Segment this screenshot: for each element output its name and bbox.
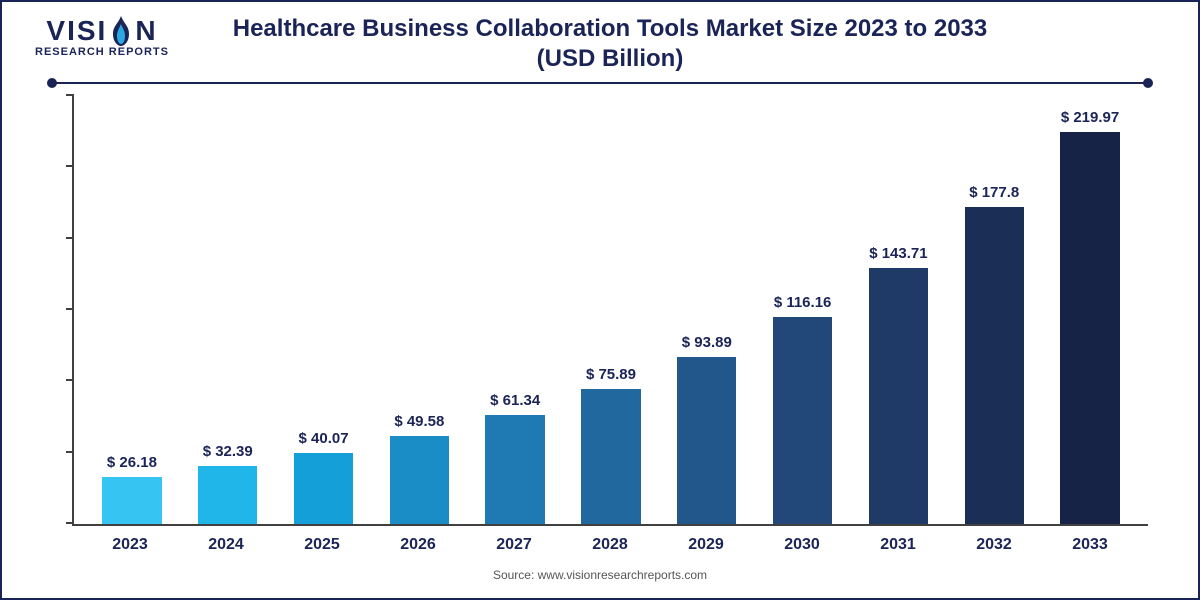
bar-group: $ 93.89 bbox=[659, 96, 755, 524]
bar bbox=[869, 268, 928, 524]
logo-wordmark: VISI N bbox=[46, 14, 157, 48]
x-axis-label: 2031 bbox=[850, 536, 946, 554]
decorative-divider bbox=[52, 82, 1148, 84]
x-axis-label: 2033 bbox=[1042, 536, 1138, 554]
bar bbox=[294, 453, 353, 524]
x-axis-label: 2027 bbox=[466, 536, 562, 554]
bar-group: $ 177.8 bbox=[946, 96, 1042, 524]
bar-group: $ 26.18 bbox=[84, 96, 180, 524]
bar-value-label: $ 40.07 bbox=[299, 430, 349, 447]
bar-value-label: $ 116.16 bbox=[774, 294, 832, 311]
bar-group: $ 61.34 bbox=[467, 96, 563, 524]
bar-value-label: $ 143.71 bbox=[869, 245, 927, 262]
x-axis-labels: 2023202420252026202720282029203020312032… bbox=[72, 536, 1148, 554]
title-container: Healthcare Business Collaboration Tools … bbox=[202, 14, 1178, 74]
y-tick bbox=[66, 94, 74, 96]
y-tick bbox=[66, 451, 74, 453]
bar-value-label: $ 32.39 bbox=[203, 443, 253, 460]
flame-icon bbox=[109, 14, 133, 48]
x-axis-label: 2030 bbox=[754, 536, 850, 554]
bars-container: $ 26.18 $ 32.39 $ 40.07 $ 49.58 $ 61.34 $ 75.… bbox=[74, 96, 1148, 524]
bar-group: $ 143.71 bbox=[851, 96, 947, 524]
bar-group: $ 116.16 bbox=[755, 96, 851, 524]
bar bbox=[1060, 132, 1119, 524]
bar-group: $ 219.97 bbox=[1042, 96, 1138, 524]
chart-plot-area: $ 26.18 $ 32.39 $ 40.07 $ 49.58 $ 61.34 $ 75.… bbox=[72, 96, 1148, 526]
bar bbox=[102, 477, 161, 524]
bar-group: $ 75.89 bbox=[563, 96, 659, 524]
bar bbox=[773, 317, 832, 524]
bar-group: $ 40.07 bbox=[276, 96, 372, 524]
x-axis-label: 2029 bbox=[658, 536, 754, 554]
title-line-2: (USD Billion) bbox=[537, 45, 684, 72]
bar-value-label: $ 26.18 bbox=[107, 454, 157, 471]
logo-subtitle: RESEARCH REPORTS bbox=[35, 46, 169, 58]
bar bbox=[485, 415, 544, 524]
y-tick bbox=[66, 237, 74, 239]
bar-group: $ 32.39 bbox=[180, 96, 276, 524]
bar bbox=[581, 389, 640, 524]
bar bbox=[198, 466, 257, 524]
y-axis-ticks bbox=[66, 96, 72, 524]
bar-value-label: $ 75.89 bbox=[586, 366, 636, 383]
y-tick bbox=[66, 308, 74, 310]
bar-value-label: $ 93.89 bbox=[682, 334, 732, 351]
bar bbox=[390, 436, 449, 524]
logo-text-right: N bbox=[135, 15, 157, 47]
title-line-1: Healthcare Business Collaboration Tools … bbox=[233, 15, 988, 42]
logo-text-left: VISI bbox=[46, 15, 107, 47]
bar-value-label: $ 61.34 bbox=[490, 392, 540, 409]
bar-value-label: $ 49.58 bbox=[394, 413, 444, 430]
x-axis-label: 2032 bbox=[946, 536, 1042, 554]
x-axis-label: 2024 bbox=[178, 536, 274, 554]
source-attribution: Source: www.visionresearchreports.com bbox=[22, 568, 1178, 582]
y-tick bbox=[66, 165, 74, 167]
x-axis-label: 2023 bbox=[82, 536, 178, 554]
header: VISI N RESEARCH REPORTS Healthcare Busin… bbox=[22, 14, 1178, 74]
y-tick bbox=[66, 522, 74, 524]
bar-value-label: $ 177.8 bbox=[969, 184, 1019, 201]
brand-logo: VISI N RESEARCH REPORTS bbox=[22, 14, 182, 58]
chart-title: Healthcare Business Collaboration Tools … bbox=[202, 14, 1018, 74]
x-axis-label: 2026 bbox=[370, 536, 466, 554]
x-axis-label: 2025 bbox=[274, 536, 370, 554]
bar-value-label: $ 219.97 bbox=[1061, 109, 1119, 126]
bar bbox=[965, 207, 1024, 524]
y-tick bbox=[66, 379, 74, 381]
bar bbox=[677, 357, 736, 524]
x-axis-label: 2028 bbox=[562, 536, 658, 554]
bar-group: $ 49.58 bbox=[371, 96, 467, 524]
